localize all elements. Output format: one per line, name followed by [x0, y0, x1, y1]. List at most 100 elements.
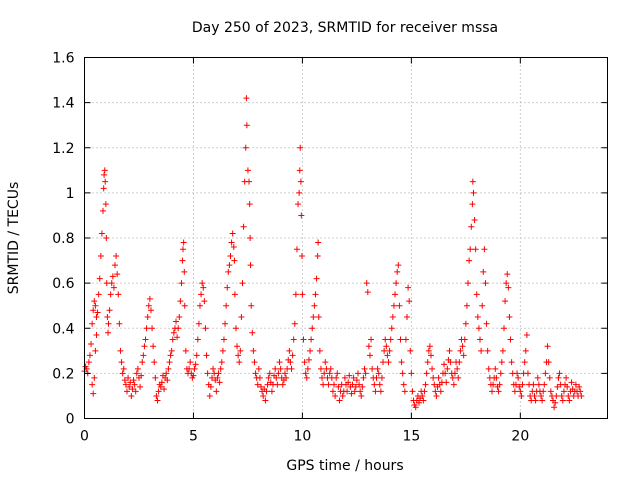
data-point — [281, 370, 288, 377]
data-point — [393, 280, 400, 287]
data-point — [142, 336, 149, 343]
data-point — [266, 370, 273, 377]
data-point — [100, 185, 107, 192]
data-point — [91, 298, 98, 305]
data-point — [216, 379, 223, 386]
data-point — [564, 383, 571, 390]
data-point — [568, 379, 575, 386]
data-point — [238, 313, 245, 320]
data-point — [492, 365, 499, 372]
data-point — [223, 302, 230, 309]
data-point — [256, 374, 263, 381]
data-point — [97, 253, 104, 260]
data-point — [186, 365, 193, 372]
data-point — [108, 280, 115, 287]
data-point — [164, 377, 171, 384]
data-point — [117, 347, 124, 354]
data-point — [572, 381, 579, 388]
data-point — [141, 343, 148, 350]
data-point — [120, 365, 127, 372]
data-point — [471, 216, 478, 223]
data-point — [176, 313, 183, 320]
data-point — [155, 388, 162, 395]
data-point — [231, 257, 238, 264]
data-point — [169, 336, 176, 343]
data-point — [409, 388, 416, 395]
data-point — [412, 404, 419, 411]
data-points — [81, 95, 585, 411]
data-point — [380, 359, 387, 366]
chart-title: Day 250 of 2023, SRMTID for receiver mss… — [192, 20, 498, 36]
data-point — [554, 383, 561, 390]
data-point — [474, 313, 481, 320]
data-point — [319, 374, 326, 381]
data-point — [460, 352, 467, 359]
data-point — [327, 365, 334, 372]
data-point — [239, 280, 246, 287]
data-point — [217, 365, 224, 372]
data-point — [465, 280, 472, 287]
data-point — [481, 246, 488, 253]
data-point — [220, 336, 227, 343]
data-point — [246, 178, 253, 185]
data-point — [530, 381, 537, 388]
data-point — [258, 383, 265, 390]
x-tick-label: 15 — [402, 429, 420, 445]
data-point — [265, 374, 272, 381]
data-point — [325, 381, 332, 388]
data-point — [193, 352, 200, 359]
data-point — [336, 397, 343, 404]
data-point — [145, 302, 152, 309]
data-point — [180, 239, 187, 246]
data-point — [151, 359, 158, 366]
data-point — [565, 392, 572, 399]
data-point — [199, 280, 206, 287]
data-point — [274, 381, 281, 388]
y-tick-label: 1.2 — [52, 141, 74, 157]
data-point — [316, 347, 323, 354]
axis-ticks — [84, 57, 608, 419]
data-point — [511, 388, 518, 395]
data-point — [228, 239, 235, 246]
data-point — [470, 189, 477, 196]
data-point — [272, 365, 279, 372]
data-point — [138, 372, 145, 379]
data-point — [390, 302, 397, 309]
x-tick-label: 20 — [511, 429, 529, 445]
data-point — [545, 359, 552, 366]
data-point — [92, 302, 99, 309]
data-point — [94, 309, 101, 316]
data-point — [576, 383, 583, 390]
data-point — [519, 381, 526, 388]
data-point — [93, 313, 100, 320]
data-point — [454, 365, 461, 372]
data-point — [125, 374, 132, 381]
data-point — [506, 313, 513, 320]
data-point — [234, 343, 241, 350]
data-point — [317, 365, 324, 372]
data-point — [252, 370, 259, 377]
data-point — [195, 320, 202, 327]
data-point — [385, 359, 392, 366]
data-point — [446, 347, 453, 354]
data-point — [442, 370, 449, 377]
data-point — [404, 313, 411, 320]
data-point — [170, 329, 177, 336]
data-point — [532, 397, 539, 404]
data-point — [200, 284, 207, 291]
data-point — [227, 253, 234, 260]
data-point — [116, 320, 123, 327]
data-point — [105, 320, 112, 327]
data-point — [154, 397, 161, 404]
data-point — [90, 307, 97, 314]
data-point — [127, 379, 134, 386]
data-point — [535, 381, 542, 388]
data-point — [308, 336, 315, 343]
data-point — [332, 392, 339, 399]
data-point — [107, 291, 114, 298]
data-point — [374, 365, 381, 372]
data-point — [287, 359, 294, 366]
data-point — [345, 379, 352, 386]
data-point — [483, 320, 490, 327]
